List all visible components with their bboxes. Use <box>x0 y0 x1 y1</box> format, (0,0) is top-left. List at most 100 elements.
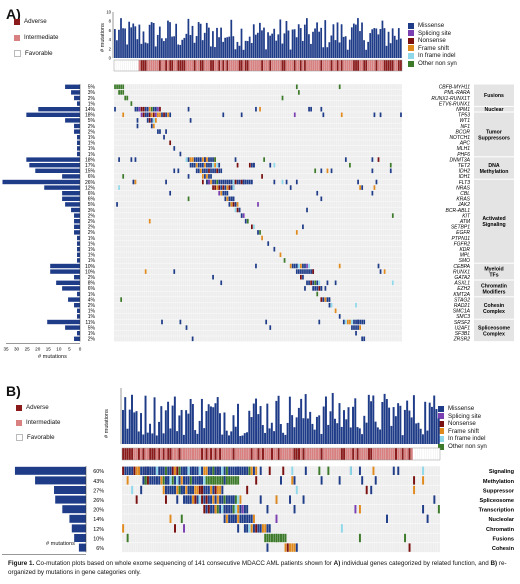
mutation-cell-b <box>291 466 294 475</box>
mutation-cell <box>259 230 261 235</box>
mutation-cell <box>234 179 237 185</box>
top-bar-b <box>374 421 377 444</box>
mutation-cell <box>232 185 235 190</box>
mutation-cell <box>351 319 353 325</box>
mutation-cell-b <box>169 485 172 495</box>
mutation-cell <box>340 112 343 118</box>
risk-cell <box>197 59 200 72</box>
mutation-cell-b <box>140 485 143 495</box>
gene-count-bar <box>47 319 80 325</box>
top-bar-b <box>381 401 384 444</box>
gene-percent-label: 5% <box>88 202 96 208</box>
mutation-cell <box>251 224 253 230</box>
mutation-cell-b <box>155 476 158 485</box>
mutation-cell-b <box>146 476 149 485</box>
top-bar-b <box>388 407 391 444</box>
mutation-cell-b <box>185 495 188 504</box>
risk-cell-b <box>164 447 168 461</box>
top-bar <box>277 34 280 58</box>
panel-b-label: B) <box>6 383 21 399</box>
risk-cell <box>195 59 198 72</box>
top-bar-b <box>131 394 133 444</box>
top-bar-b <box>372 395 375 444</box>
risk-cell-b <box>374 447 377 461</box>
mutation-cell <box>295 230 298 235</box>
mutation-cell-b <box>358 505 361 514</box>
risk-cell <box>164 59 168 72</box>
mutation-cell-b <box>232 505 235 514</box>
mutation-cell-b <box>214 466 217 475</box>
top-bar-b <box>160 406 163 444</box>
mutation-cell <box>201 162 204 168</box>
category-count-bar <box>74 534 86 542</box>
gene-count-bar <box>77 235 80 241</box>
mutation-cell-b <box>318 466 321 475</box>
mutation-cell <box>293 112 296 118</box>
mutation-cell-b <box>252 466 255 475</box>
mutation-cell <box>130 157 133 162</box>
mutation-cell-b <box>234 476 237 485</box>
risk-cell <box>130 59 133 72</box>
gene-name-label: WT1 <box>459 118 470 124</box>
gene-name-label: CEBPA <box>453 264 470 270</box>
mutation-cell-b <box>214 485 217 495</box>
mutation-cell <box>371 168 374 174</box>
legend-adverse: Adverse <box>14 18 47 25</box>
mutation-cell-b <box>275 495 278 504</box>
mutation-cell <box>302 274 304 280</box>
risk-cell-b <box>433 447 436 461</box>
mutation-cell <box>144 269 147 274</box>
mutation-cell-b <box>237 495 240 504</box>
legend-splicing-site: Splicing site <box>408 30 451 37</box>
mutation-cell-b <box>171 466 174 475</box>
risk-cell-b <box>180 447 183 461</box>
mutation-cell <box>134 157 137 162</box>
risk-cell <box>117 59 121 72</box>
panel-b-mutation-legend: Missense Splicing site Nonsense Frame shift… <box>438 405 518 465</box>
risk-cell <box>242 59 245 72</box>
mutation-cell-b <box>286 543 289 552</box>
top-bar-b <box>241 435 244 444</box>
top-bar <box>263 27 265 58</box>
mutation-cell <box>150 106 153 112</box>
mutation-cell <box>338 84 341 90</box>
mutation-cell <box>263 157 265 162</box>
mutation-cell <box>214 185 216 190</box>
top-bar-b <box>279 424 282 444</box>
mutation-cell <box>218 162 221 168</box>
risk-cell-b <box>383 447 386 461</box>
mutation-cell <box>208 174 210 179</box>
mutation-cell <box>379 112 382 118</box>
category-name-label: Spliceosome <box>479 498 514 504</box>
mutation-cell-b <box>122 524 125 533</box>
risk-cell <box>369 59 372 72</box>
mutation-cell-b <box>189 495 192 504</box>
mutation-cell <box>157 129 159 134</box>
mutation-cell-b <box>293 505 296 514</box>
gene-name-label: MLH1 <box>457 146 471 152</box>
mutation-cell <box>140 106 143 112</box>
mutation-cell-b <box>291 543 294 552</box>
top-bar-b <box>180 409 183 444</box>
top-bar <box>169 22 171 58</box>
risk-cell <box>248 59 251 72</box>
mutation-cell-b <box>207 466 210 475</box>
top-bar <box>240 28 243 58</box>
mutation-cell <box>389 162 392 168</box>
risk-cell <box>162 59 166 72</box>
gene-count-bar <box>56 280 80 285</box>
risk-cell-b <box>291 447 294 461</box>
mutation-cell <box>377 263 380 269</box>
risk-cell-b <box>207 447 211 461</box>
top-bar-b <box>300 398 303 444</box>
risk-cell-b <box>167 447 170 461</box>
risk-cell-b <box>182 447 186 461</box>
mutation-cell-b <box>246 505 249 514</box>
mutation-cell-b <box>205 485 208 495</box>
mutation-cell-b <box>250 466 253 475</box>
gene-count-bar <box>62 191 80 196</box>
top-bar-b <box>144 395 147 444</box>
mutation-cell-b <box>295 485 298 495</box>
legend-label: Nonsense <box>448 420 476 428</box>
top-bar <box>322 47 325 58</box>
